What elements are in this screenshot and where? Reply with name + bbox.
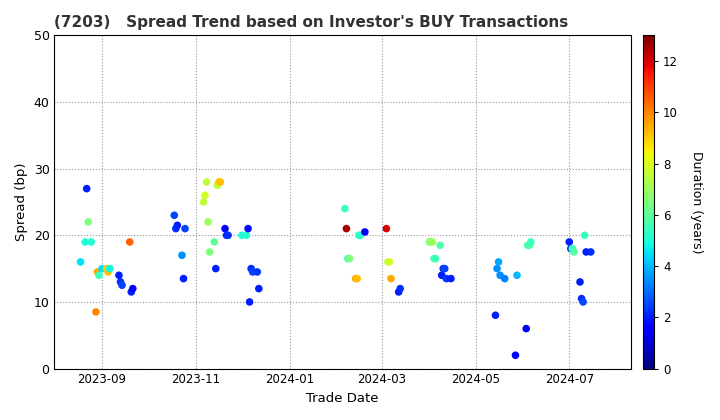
- Point: [116, 282, 127, 289]
- Point: [124, 239, 135, 245]
- Point: [90, 309, 102, 315]
- Point: [201, 178, 212, 185]
- Point: [436, 272, 447, 278]
- Point: [209, 239, 220, 245]
- Point: [423, 239, 435, 245]
- Point: [221, 232, 233, 239]
- Point: [495, 272, 506, 278]
- Point: [244, 299, 256, 305]
- Text: (7203)   Spread Trend based on Investor's BUY Transactions: (7203) Spread Trend based on Investor's …: [55, 15, 569, 30]
- Point: [83, 218, 94, 225]
- Point: [567, 245, 578, 252]
- Point: [575, 278, 586, 285]
- Point: [521, 325, 532, 332]
- Point: [564, 239, 575, 245]
- Point: [511, 272, 523, 278]
- Point: [240, 232, 252, 239]
- Point: [393, 289, 405, 295]
- Point: [79, 239, 91, 245]
- Y-axis label: Duration (years): Duration (years): [690, 151, 703, 253]
- Point: [577, 299, 589, 305]
- Y-axis label: Spread (bp): Spread (bp): [15, 163, 28, 241]
- Point: [491, 265, 503, 272]
- Point: [213, 178, 225, 185]
- Point: [576, 295, 588, 302]
- Point: [428, 255, 440, 262]
- Point: [381, 225, 392, 232]
- X-axis label: Trade Date: Trade Date: [306, 392, 379, 405]
- Point: [253, 285, 264, 292]
- Point: [525, 239, 536, 245]
- Point: [499, 275, 510, 282]
- Point: [102, 268, 114, 275]
- Point: [434, 242, 446, 249]
- Point: [198, 199, 210, 205]
- Point: [439, 265, 451, 272]
- Point: [492, 259, 504, 265]
- Point: [343, 255, 355, 262]
- Point: [522, 242, 534, 249]
- Point: [199, 192, 211, 199]
- Point: [350, 275, 361, 282]
- Point: [251, 268, 263, 275]
- Point: [580, 249, 592, 255]
- Point: [204, 249, 215, 255]
- Point: [104, 265, 115, 272]
- Point: [490, 312, 501, 319]
- Point: [168, 212, 180, 219]
- Point: [127, 285, 138, 292]
- Point: [510, 352, 521, 359]
- Point: [101, 265, 112, 272]
- Point: [426, 239, 437, 245]
- Point: [441, 275, 452, 282]
- Point: [114, 278, 126, 285]
- Point: [91, 268, 103, 275]
- Point: [176, 252, 188, 259]
- Point: [210, 265, 222, 272]
- Point: [86, 239, 97, 245]
- Point: [243, 225, 254, 232]
- Point: [568, 249, 580, 255]
- Point: [202, 218, 214, 225]
- Point: [75, 259, 86, 265]
- Point: [178, 275, 189, 282]
- Point: [125, 289, 137, 295]
- Point: [247, 268, 258, 275]
- Point: [445, 275, 456, 282]
- Point: [359, 228, 371, 235]
- Point: [395, 285, 406, 292]
- Point: [382, 259, 394, 265]
- Point: [342, 255, 354, 262]
- Point: [170, 225, 181, 232]
- Point: [353, 232, 364, 239]
- Point: [246, 265, 257, 272]
- Point: [236, 232, 248, 239]
- Point: [212, 182, 223, 189]
- Point: [220, 225, 231, 232]
- Point: [215, 178, 226, 185]
- Point: [93, 272, 104, 278]
- Point: [430, 255, 441, 262]
- Point: [339, 205, 351, 212]
- Point: [81, 185, 92, 192]
- Point: [438, 265, 449, 272]
- Point: [179, 225, 191, 232]
- Point: [523, 242, 535, 249]
- Point: [565, 245, 577, 252]
- Point: [222, 232, 234, 239]
- Point: [96, 265, 108, 272]
- Point: [579, 232, 590, 239]
- Point: [384, 259, 395, 265]
- Point: [351, 275, 363, 282]
- Point: [427, 239, 438, 245]
- Point: [341, 225, 352, 232]
- Point: [113, 272, 125, 278]
- Point: [585, 249, 597, 255]
- Point: [354, 232, 366, 239]
- Point: [171, 222, 183, 228]
- Point: [385, 275, 397, 282]
